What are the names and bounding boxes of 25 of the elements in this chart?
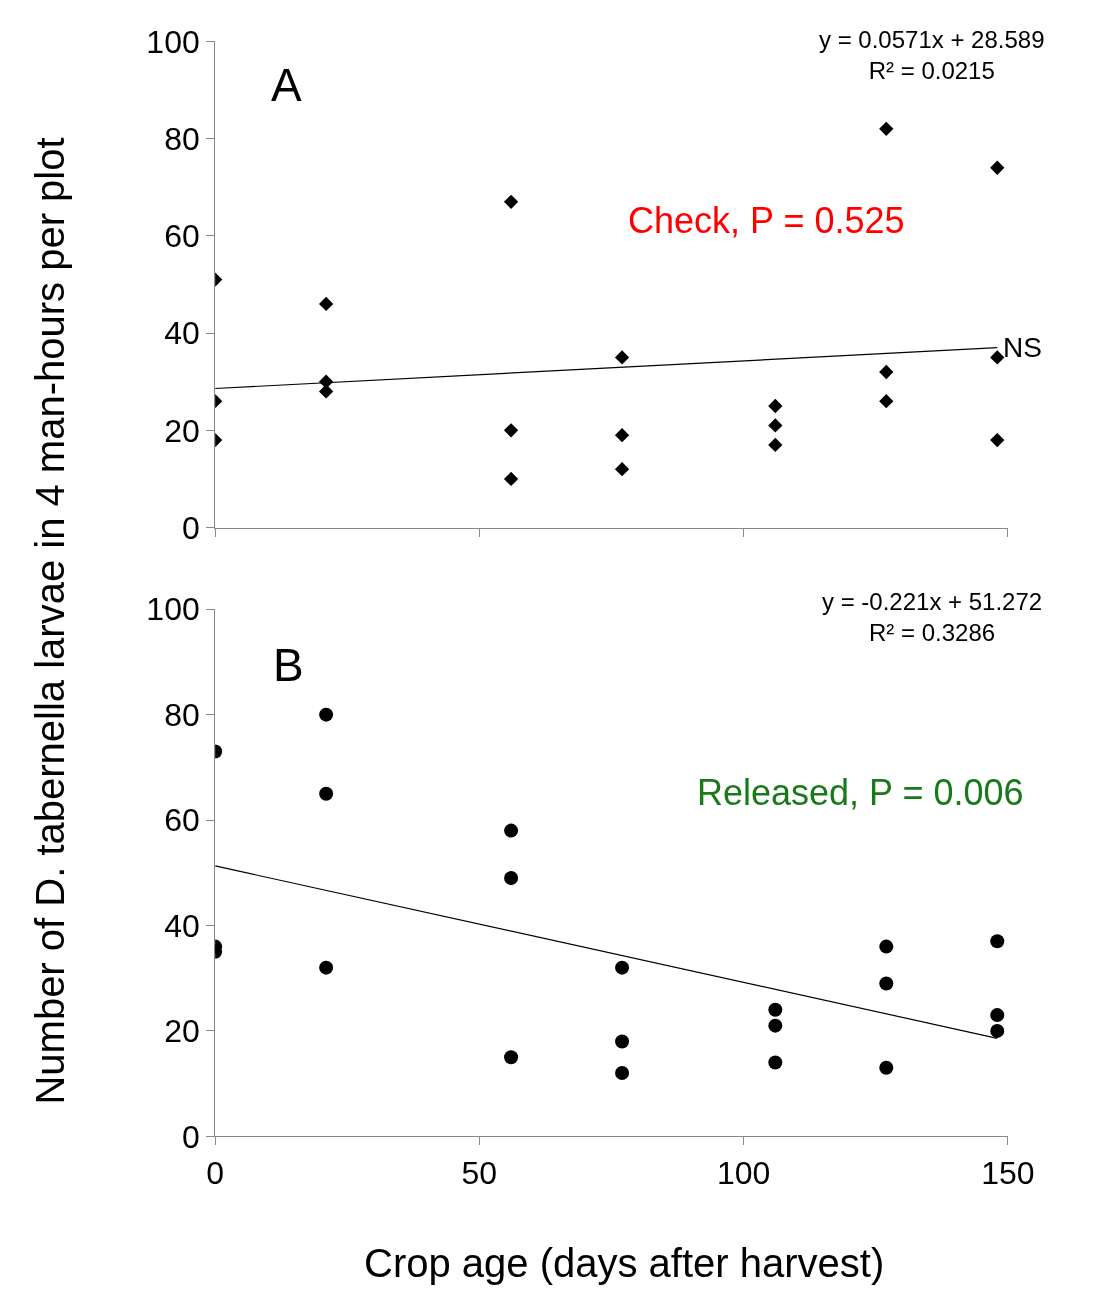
x-tick-label: 100 — [716, 1154, 771, 1191]
y-tick-label: 20 — [164, 1013, 200, 1050]
x-axis-title: Crop age (days after harvest) — [364, 1241, 885, 1285]
x-tick-label: 0 — [206, 1154, 225, 1191]
y-tick-label: 60 — [164, 218, 200, 255]
annotation: NS — [1003, 332, 1042, 363]
y-tick-label: 60 — [164, 802, 200, 839]
x-tick-label: 150 — [981, 1154, 1035, 1191]
annotation: y = 0.0571x + 28.589 R² = 0.0215 — [819, 26, 1045, 85]
annotation: Check, P = 0.525 — [628, 200, 905, 241]
y-tick-label: 0 — [181, 509, 200, 546]
y-tick-label: 40 — [164, 315, 200, 352]
x-tick-label: 50 — [461, 1154, 498, 1191]
annotation: B — [273, 639, 304, 691]
y-tick-label: 20 — [164, 412, 200, 449]
annotation: A — [271, 59, 302, 111]
y-axis-title: Number of D. tabernella larvae in 4 man-hours per plot — [27, 137, 72, 1105]
y-tick-label: 100 — [146, 23, 200, 60]
y-tick-label: 100 — [146, 591, 200, 628]
y-tick-label: 0 — [181, 1118, 200, 1155]
y-tick-label: 40 — [164, 907, 200, 944]
annotation: Released, P = 0.006 — [697, 772, 1024, 813]
y-tick-label: 80 — [164, 120, 200, 157]
y-tick-label: 80 — [164, 696, 200, 733]
annotation: y = -0.221x + 51.272 R² = 0.3286 — [822, 588, 1043, 647]
